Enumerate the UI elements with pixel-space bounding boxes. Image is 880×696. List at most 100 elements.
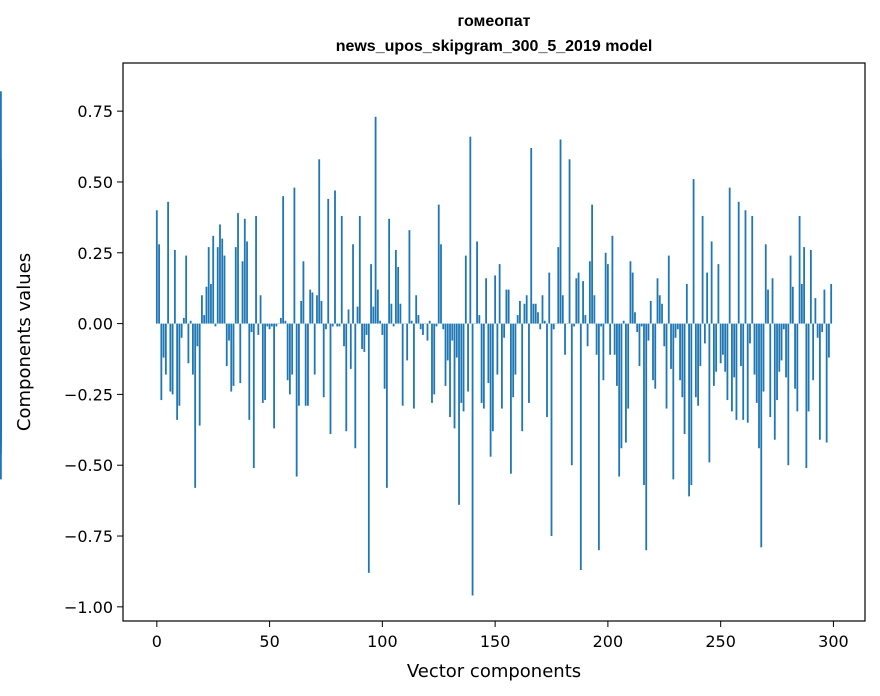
bar-166 (530, 147, 533, 324)
bar-180 (561, 295, 564, 324)
bar-121 (428, 320, 431, 324)
bar-70 (313, 323, 316, 375)
bar-10 (178, 323, 181, 406)
bar-29 (221, 238, 224, 324)
bar-298 (828, 323, 830, 358)
bar-2 (160, 323, 163, 401)
bar-233 (681, 323, 684, 398)
bar-199 (604, 252, 607, 324)
bar-69 (311, 292, 314, 324)
bar-175 (550, 323, 553, 537)
bar-280 (787, 323, 790, 466)
y-axis-ticks: −1.00 −0.75 −0.50 −0.25 0.00 0.25 0.50 0.75 (64, 102, 123, 617)
bar-133 (455, 323, 458, 358)
bar-40 (246, 241, 248, 324)
bar-24 (210, 283, 212, 324)
bar-252 (724, 323, 727, 372)
bar-145 (482, 323, 485, 409)
bar-57 (284, 320, 287, 324)
bar-61 (293, 187, 296, 324)
bar-undefined (0, 323, 2, 409)
bar-276 (778, 323, 781, 372)
bar-128 (444, 323, 447, 386)
bar-101 (383, 323, 386, 389)
bar-129 (446, 323, 449, 361)
bar-82 (340, 215, 343, 324)
bar-46 (259, 295, 262, 324)
bar-261 (744, 210, 747, 324)
bar-238 (692, 179, 695, 324)
y-tick-label: 0.75 (77, 102, 113, 121)
bar-120 (426, 323, 429, 341)
bar-167 (532, 303, 535, 324)
bar-189 (582, 281, 584, 324)
bar-71 (316, 295, 318, 324)
bar-168 (534, 303, 537, 324)
bar-254 (728, 187, 731, 324)
bar-16 (192, 323, 194, 375)
bar-158 (512, 323, 515, 398)
bar-45 (257, 323, 260, 335)
bar-109 (401, 323, 404, 406)
bar-264 (751, 215, 754, 324)
y-tick-label: 0.50 (77, 173, 113, 192)
bar-75 (325, 323, 327, 330)
bar-114 (413, 323, 415, 409)
bar-35 (234, 247, 237, 324)
bar-48 (264, 323, 266, 401)
bar-211 (631, 272, 634, 324)
bar-14 (187, 323, 190, 364)
bar-248 (715, 323, 718, 372)
bar-90 (358, 215, 361, 324)
bar-11 (180, 323, 183, 338)
bar-8 (173, 249, 176, 324)
bar-5 (167, 201, 169, 324)
bar-285 (798, 215, 801, 324)
bar-185 (573, 323, 575, 327)
bar-4 (164, 323, 167, 375)
bar-72 (318, 159, 321, 324)
bar-206 (620, 323, 623, 449)
bar-107 (397, 266, 400, 324)
bar-174 (548, 272, 551, 324)
bar-169 (537, 312, 539, 324)
bar-203 (613, 323, 616, 355)
bar-241 (699, 323, 702, 367)
bar-6 (169, 323, 172, 392)
bar-96 (372, 306, 375, 324)
bar-91 (361, 323, 363, 350)
bar-250 (719, 323, 722, 364)
bar-142 (476, 241, 478, 324)
bar-186 (575, 278, 578, 324)
bar-289 (807, 323, 810, 412)
bar-87 (352, 244, 354, 324)
bar-247 (712, 323, 715, 386)
bar-113 (410, 320, 413, 324)
bar-176 (552, 323, 555, 330)
bar-172 (543, 320, 546, 324)
bar-27 (216, 247, 219, 324)
bar-265 (753, 323, 756, 375)
bar-295 (821, 323, 824, 333)
bar-17 (194, 323, 197, 488)
bar-218 (647, 323, 650, 341)
bar-277 (780, 323, 783, 361)
x-tick-label: 50 (259, 632, 279, 651)
bar-7 (171, 323, 174, 395)
bar-299 (830, 283, 833, 324)
bar-122 (431, 323, 433, 403)
bar-184 (570, 323, 573, 466)
bar-287 (803, 247, 805, 324)
bar-23 (207, 247, 210, 324)
bar-181 (564, 323, 566, 355)
bar-21 (203, 315, 206, 324)
bar-77 (329, 323, 332, 435)
bar-123 (433, 323, 436, 395)
bar-88 (354, 323, 357, 449)
bar-207 (622, 320, 625, 324)
bar-140 (471, 323, 474, 596)
bar-212 (634, 312, 636, 324)
bar-294 (818, 323, 821, 440)
y-tick-label: −0.50 (64, 456, 113, 475)
bar-193 (591, 204, 593, 324)
